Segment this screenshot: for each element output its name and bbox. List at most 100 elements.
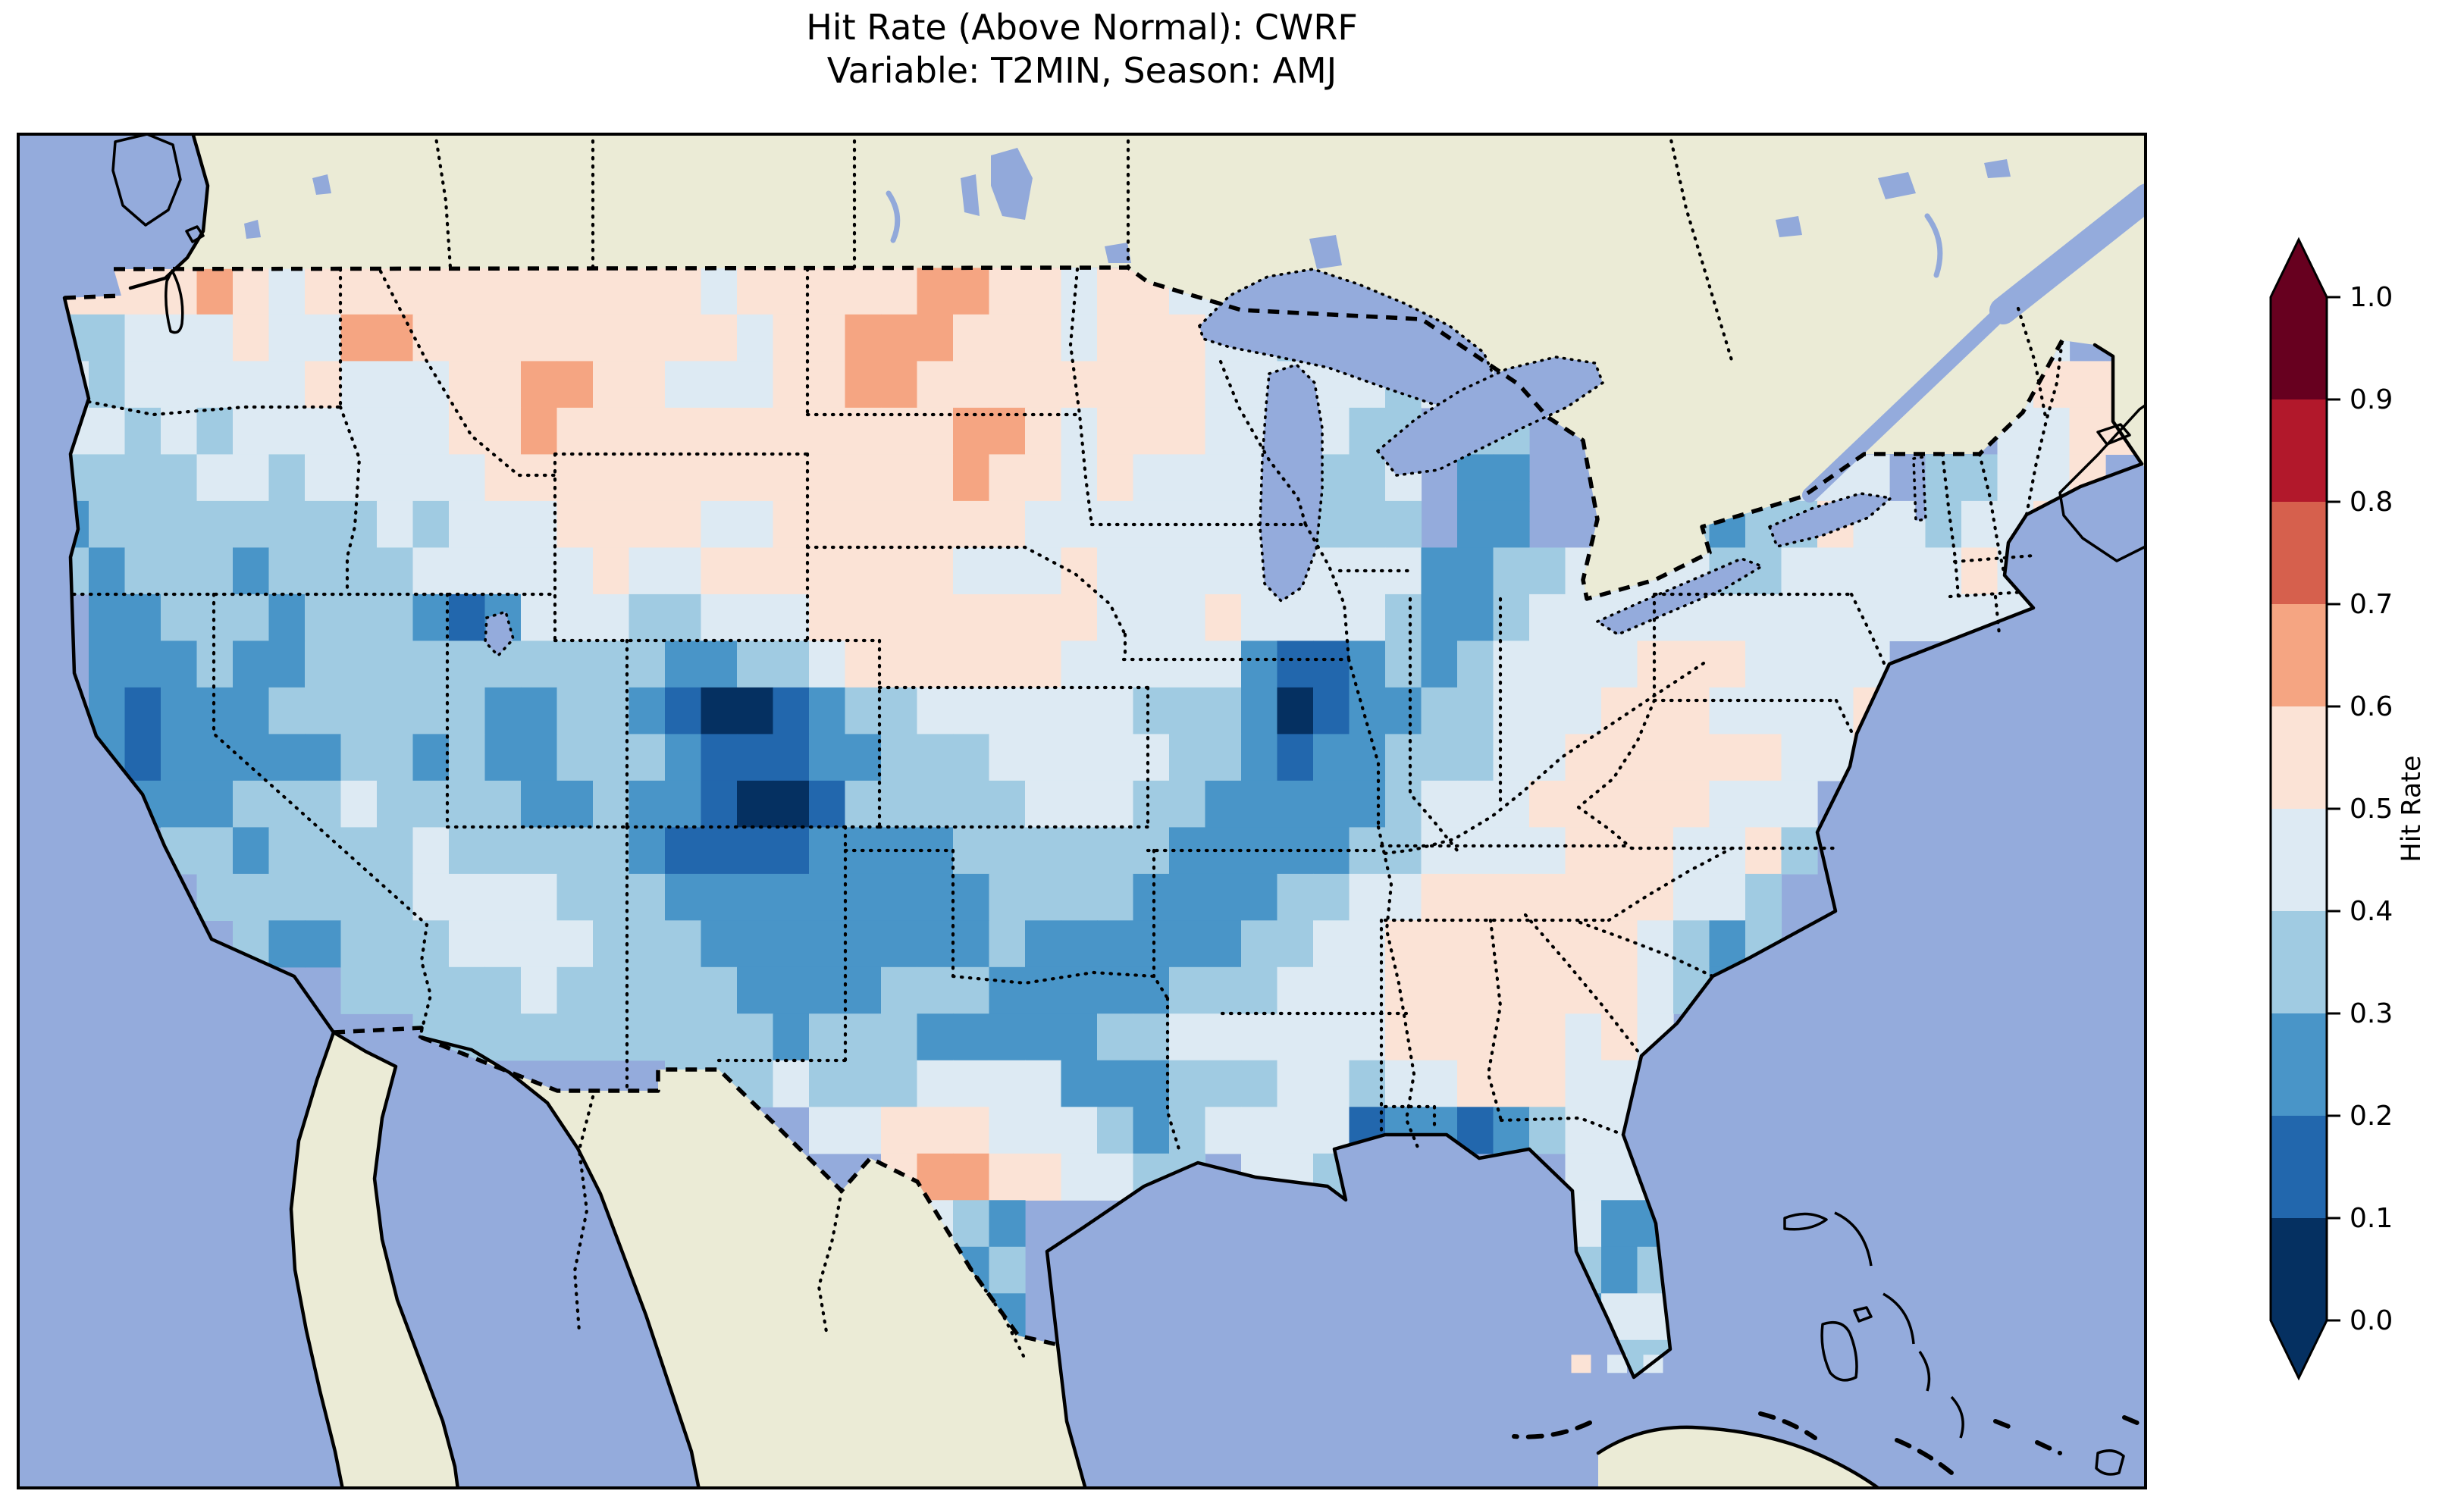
grid-cell xyxy=(1025,361,1062,409)
grid-cell xyxy=(917,314,954,362)
grid-cell xyxy=(268,920,306,968)
grid-cell xyxy=(773,873,810,921)
grid-cell xyxy=(124,547,161,595)
colorbar-label: Hit Rate xyxy=(2397,755,2427,862)
grid-cell xyxy=(161,361,198,409)
grid-cell xyxy=(1313,687,1350,734)
grid-cell xyxy=(1421,873,1458,921)
grid-cell xyxy=(1565,1107,1602,1154)
grid-cell xyxy=(1133,407,1170,455)
grid-cell xyxy=(1673,734,1710,781)
title-line-2: Variable: T2MIN, Season: AMJ xyxy=(826,50,1337,91)
cuba-coastline xyxy=(1596,1425,1882,1489)
grid-cell xyxy=(484,268,522,315)
grid-cell xyxy=(1601,920,1638,968)
grid-cell xyxy=(1277,734,1314,781)
grid-cell xyxy=(845,687,882,734)
grid-cell xyxy=(1529,734,1566,781)
grid-cell xyxy=(484,873,522,921)
grid-cell xyxy=(629,500,666,548)
grid-cell xyxy=(1529,687,1566,734)
grid-cell xyxy=(412,594,450,641)
grid-cell xyxy=(881,547,918,595)
grid-cell xyxy=(665,547,702,595)
grid-cell xyxy=(953,454,990,502)
grid-cell xyxy=(989,1060,1026,1107)
grid-cell xyxy=(989,361,1026,409)
grid-cell xyxy=(1529,780,1566,828)
grid-cell xyxy=(1133,873,1170,921)
grid-cell xyxy=(881,1060,918,1107)
grid-cell xyxy=(845,268,882,315)
grid-cell xyxy=(124,454,161,502)
grid-cell xyxy=(89,454,126,502)
grid-cell xyxy=(521,1013,558,1061)
grid-cell xyxy=(953,873,990,921)
colorbar-tick-label: 0.3 xyxy=(2350,998,2393,1029)
grid-cell xyxy=(161,641,198,688)
grid-cell xyxy=(845,1107,882,1154)
grid-cell xyxy=(845,314,882,362)
grid-cell xyxy=(1349,920,1386,968)
map-canvas xyxy=(17,133,2147,1489)
grid-cell xyxy=(1097,547,1134,595)
grid-cell xyxy=(377,454,414,502)
grid-cell xyxy=(665,314,702,362)
grid-cell xyxy=(1529,873,1566,921)
grid-cell xyxy=(809,641,846,688)
grid-cell xyxy=(233,454,270,502)
vancouver-island xyxy=(111,133,182,227)
colorbar-segment xyxy=(2271,706,2327,810)
grid-cell xyxy=(1133,780,1170,828)
grid-cell xyxy=(305,314,342,362)
grid-cell xyxy=(1169,407,1206,455)
grid-cell xyxy=(1133,687,1170,734)
grid-cell xyxy=(917,687,954,734)
grid-cell xyxy=(773,500,810,548)
grid-cell xyxy=(268,594,306,641)
grid-cell xyxy=(1673,687,1710,734)
grid-cell xyxy=(1061,873,1098,921)
grid-cell xyxy=(521,641,558,688)
grid-cell xyxy=(1781,734,1818,781)
grid-cell xyxy=(593,734,630,781)
grid-cell xyxy=(268,780,306,828)
grid-cell xyxy=(521,873,558,921)
grid-cell xyxy=(233,641,270,688)
grid-cell xyxy=(701,687,738,734)
grid-cell xyxy=(484,734,522,781)
colorbar-panel: 1.0 0.9 0.8 0.7 0.6 0.5 0.4 0.3 0.2 0.1 0.0 Hit Ra… xyxy=(2237,212,2464,1471)
grid-cell xyxy=(1745,734,1782,781)
grid-cell xyxy=(412,966,450,1014)
grid-cell xyxy=(593,920,630,968)
grid-cell xyxy=(881,1107,918,1154)
grid-cell xyxy=(737,687,774,734)
grid-cell xyxy=(305,454,342,502)
grid-cell xyxy=(881,314,918,362)
grid-cell xyxy=(1241,594,1278,641)
grid-cell xyxy=(1169,966,1206,1014)
grid-cell xyxy=(305,873,342,921)
grid-cell xyxy=(737,966,774,1014)
grid-cell xyxy=(89,407,126,455)
grid-cell xyxy=(449,641,486,688)
grid-cell xyxy=(268,873,306,921)
grid-cell xyxy=(917,734,954,781)
grid-cell xyxy=(1169,1013,1206,1061)
grid-cell xyxy=(1097,780,1134,828)
grid-cell xyxy=(377,734,414,781)
grid-cell xyxy=(1277,780,1314,828)
grid-cell xyxy=(1025,268,1062,315)
map-frame xyxy=(17,133,2147,1489)
grid-cell xyxy=(773,1013,810,1061)
grid-cell xyxy=(1025,966,1062,1014)
grid-cell xyxy=(1493,641,1530,688)
grid-cell xyxy=(340,687,378,734)
cat-island xyxy=(1918,1351,1931,1392)
grid-cell xyxy=(953,1107,990,1154)
grid-cell xyxy=(1349,687,1386,734)
grid-cell xyxy=(953,780,990,828)
grid-cell xyxy=(1349,454,1386,502)
grid-cell xyxy=(124,734,161,781)
grid-cell xyxy=(1673,780,1710,828)
